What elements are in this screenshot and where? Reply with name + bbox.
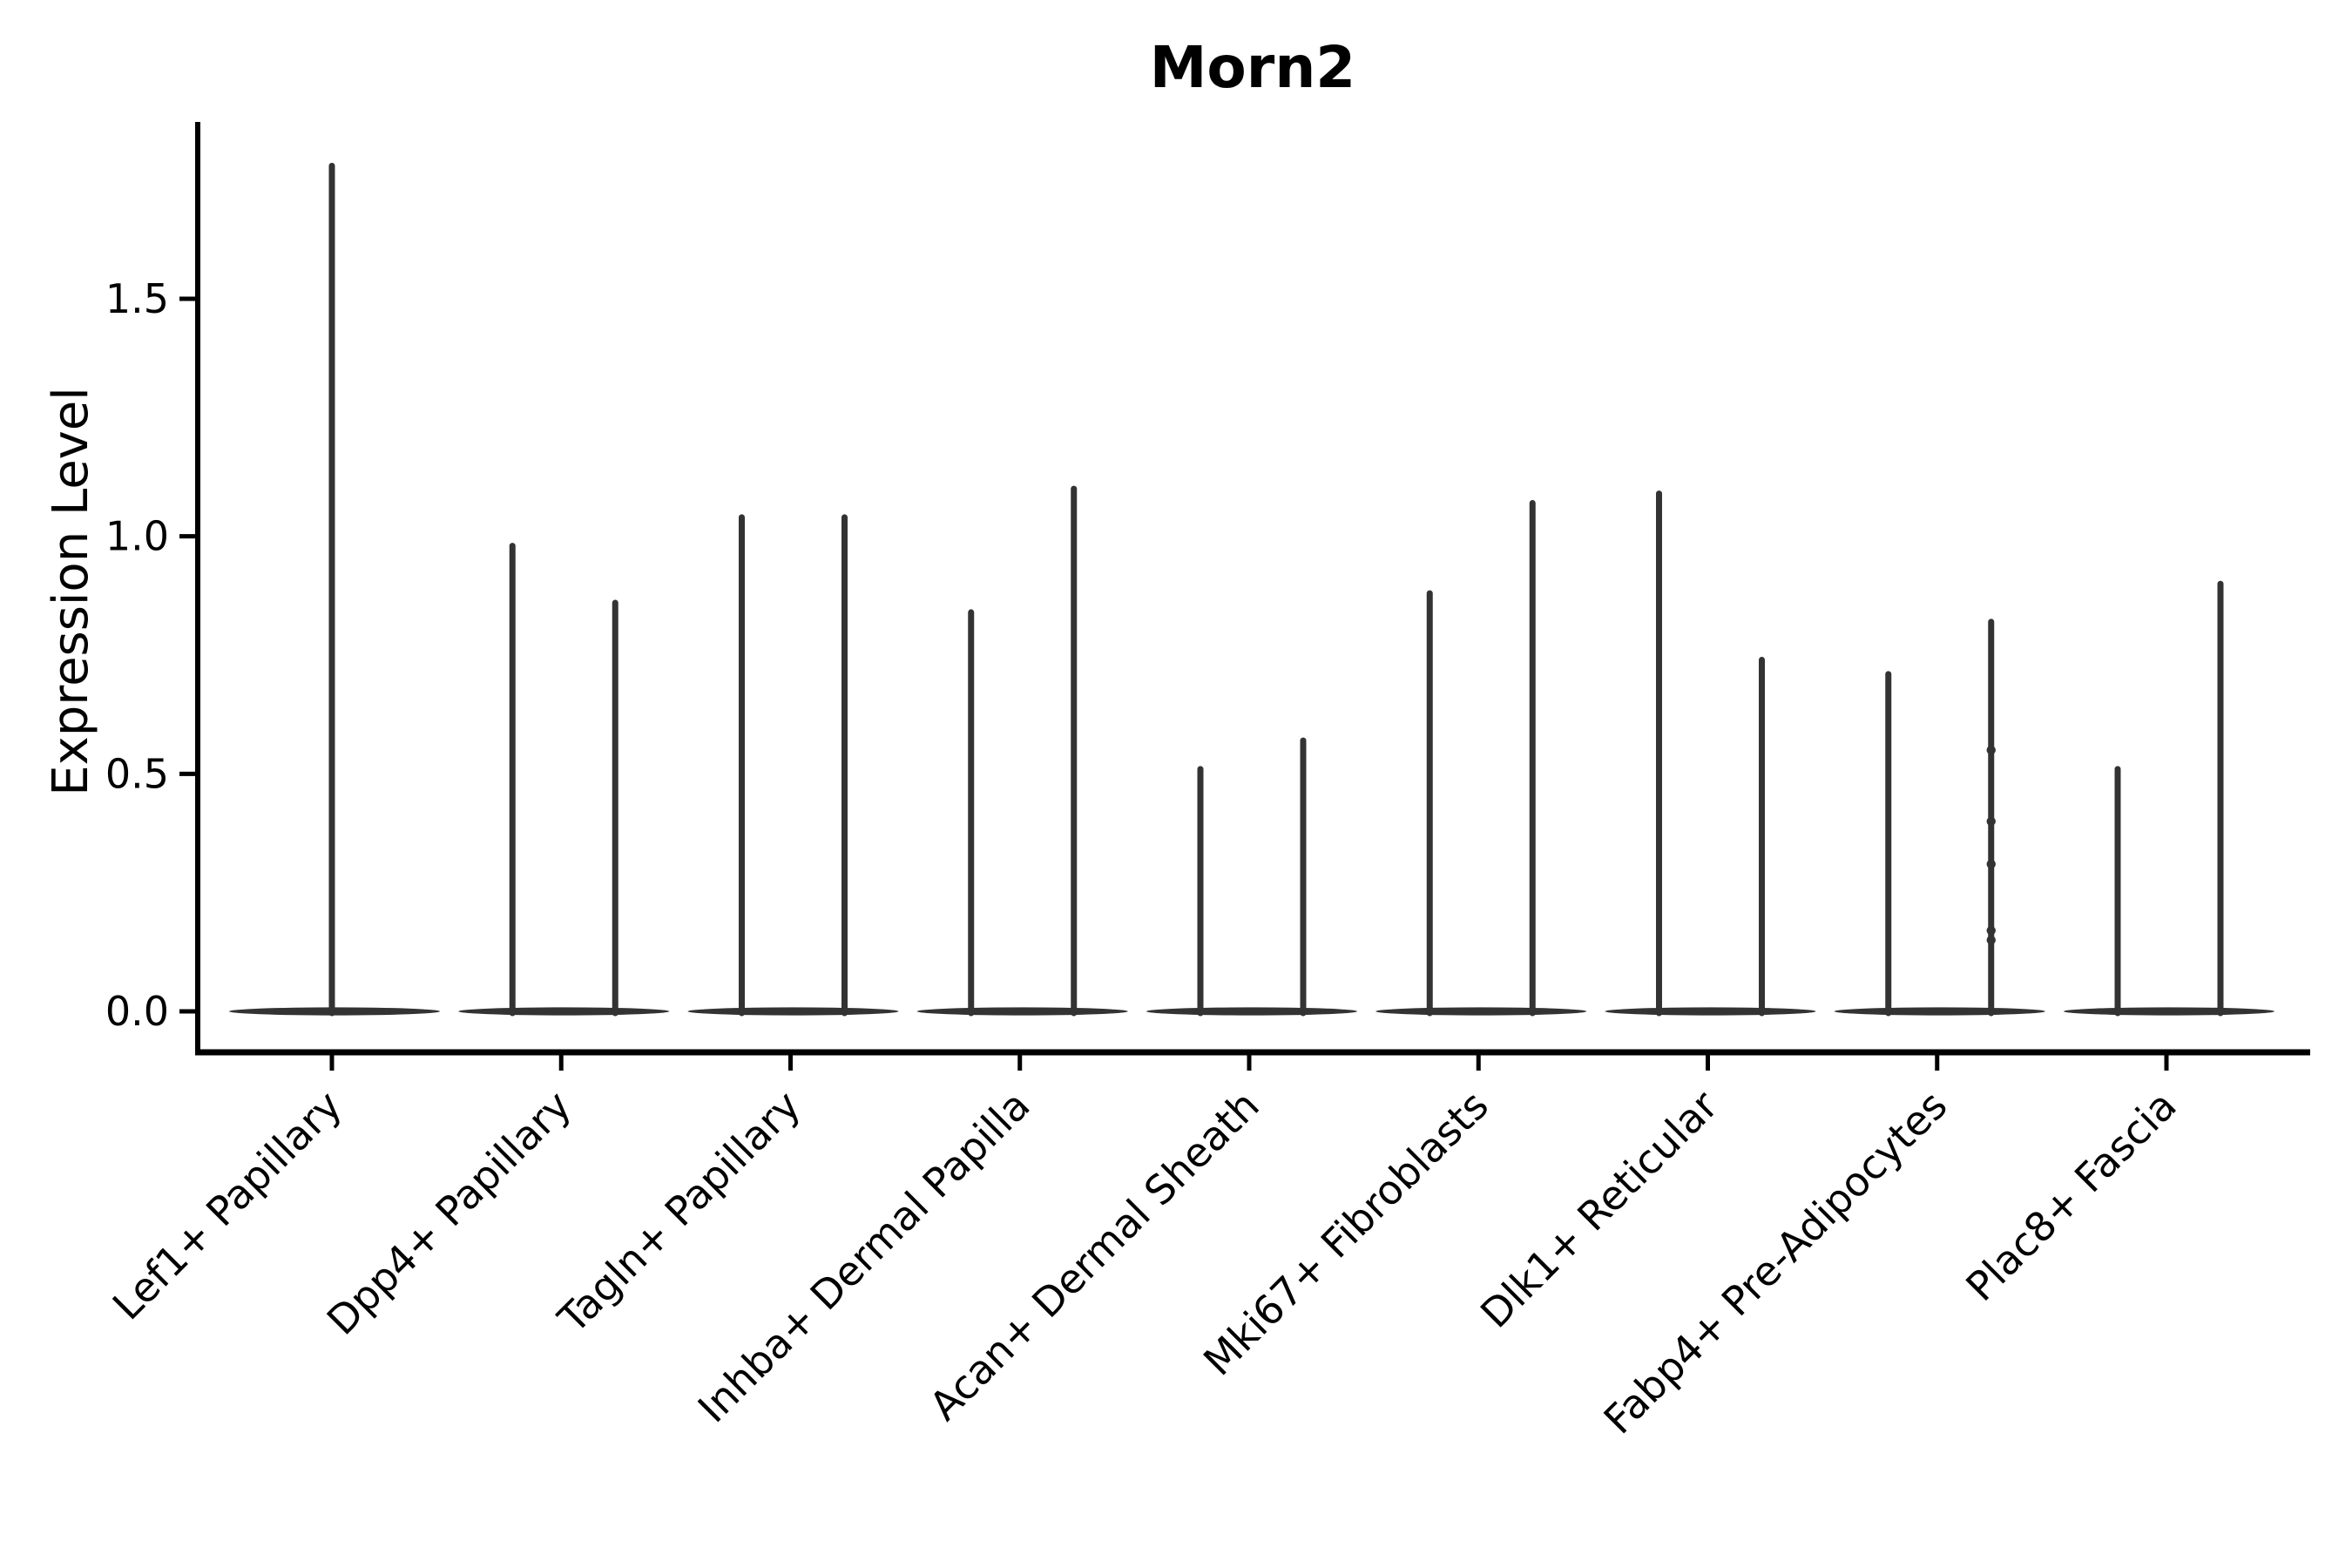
x-tick-label: Plac8+ Fascia: [1957, 1082, 2185, 1310]
violin-baseline: [458, 1007, 670, 1016]
x-tick-label: Dlk1+ Reticular: [1471, 1082, 1727, 1337]
violin-baseline: [1375, 1007, 1587, 1016]
x-tick-label: Lef1+ Papillary: [104, 1082, 351, 1329]
violin-baseline: [1605, 1007, 1816, 1016]
x-tick-label: Tagln+ Papillary: [549, 1082, 810, 1343]
y-tick-label: 1.0: [105, 513, 169, 560]
violin-baseline: [916, 1007, 1128, 1016]
violins: [229, 162, 2274, 1017]
y-tick-label: 1.5: [105, 275, 169, 322]
violin-baseline: [687, 1007, 899, 1016]
chart-title: Morn2: [1150, 34, 1355, 101]
expression-point: [1986, 926, 1996, 936]
y-axis-ticks: 0.0 0.5 1.0 1.5: [105, 275, 198, 1035]
violin-baseline: [2064, 1007, 2274, 1016]
expression-point: [1986, 859, 1996, 869]
y-tick-label: 0.0: [105, 988, 169, 1035]
expression-point: [1986, 936, 1996, 945]
violin-baseline: [1146, 1007, 1357, 1016]
violin-baseline: [1834, 1007, 2045, 1016]
expression-point: [1986, 816, 1996, 827]
y-tick-label: 0.5: [105, 750, 169, 797]
y-axis-label: Expression Level: [43, 387, 99, 796]
x-tick-label: Dpp4+ Papillary: [318, 1082, 580, 1344]
expression-point: [1986, 745, 1996, 755]
